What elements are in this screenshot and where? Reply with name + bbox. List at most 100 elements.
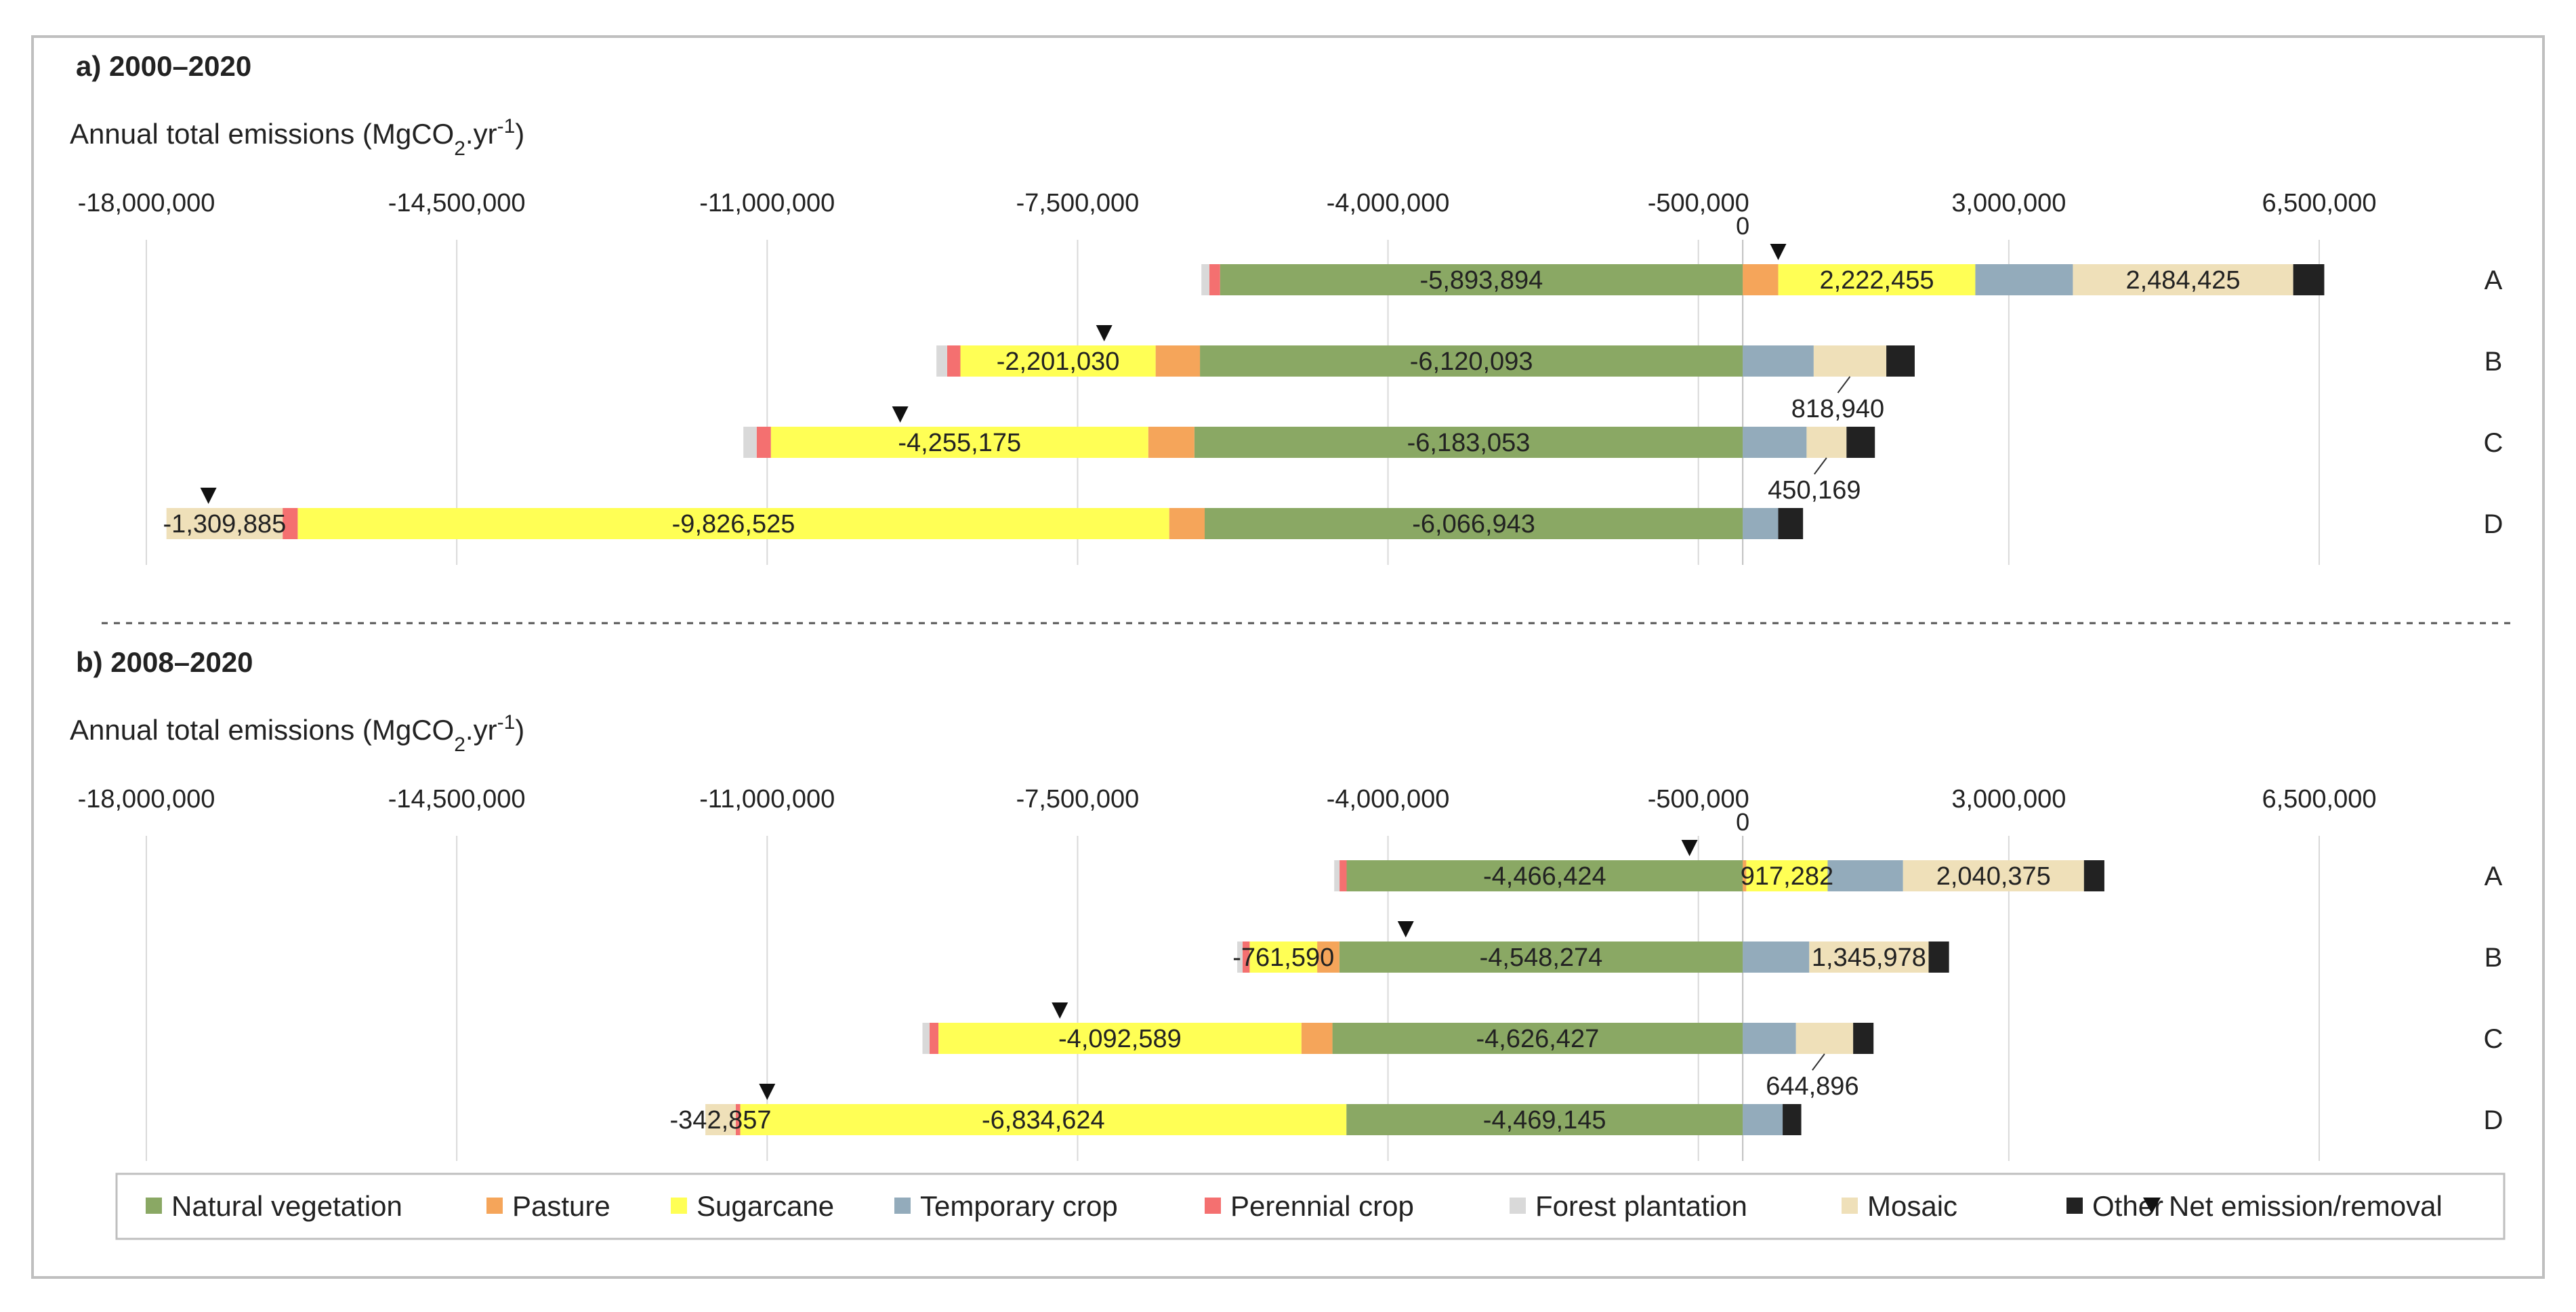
legend-swatch xyxy=(1842,1198,1858,1214)
axis-title-main: Annual total emissions (MgCO xyxy=(70,118,454,150)
net-marker xyxy=(1681,840,1698,856)
bar-row-a: -4,466,424 917,282 2,040,375 A xyxy=(1334,840,2503,891)
tick-label: -18,000,000 xyxy=(78,189,215,217)
panel-title: a) 2000–2020 xyxy=(76,50,251,82)
tick-label: 3,000,000 xyxy=(1951,189,2066,217)
bar-segment-pasture xyxy=(1148,427,1194,458)
legend-label: Perennial crop xyxy=(1230,1190,1414,1222)
bar-segment-mosaic xyxy=(2073,264,2293,295)
tick-label: -4,000,000 xyxy=(1327,785,1450,813)
bar-segment-natural-vegetation xyxy=(1339,941,1743,973)
data-label: 917,282 xyxy=(1741,862,1833,891)
panel-a: a) 2000–2020 Annual total emissions (MgCO… xyxy=(70,50,2503,565)
axis-title-sup: -1 xyxy=(497,115,516,137)
bar-segment-other xyxy=(2083,860,2104,891)
legend-item-sugarcane: Sugarcane xyxy=(671,1190,834,1222)
legend-item-perennial-crop: Perennial crop xyxy=(1205,1190,1414,1222)
bar-segment-sugarcane xyxy=(938,1023,1302,1054)
bar-segment-other xyxy=(1778,508,1804,539)
bar-segment-other xyxy=(1846,427,1875,458)
bar-segment-perennial-crop xyxy=(1209,264,1220,295)
axis-title-sub: 2 xyxy=(454,734,465,756)
net-marker xyxy=(1770,244,1787,260)
bar-segment-mosaic xyxy=(166,508,283,539)
category-label: A xyxy=(2485,266,2503,295)
tick-label: -7,500,000 xyxy=(1016,785,1140,813)
axis-title-sup: -1 xyxy=(497,711,516,734)
bar-segment-temporary-crop xyxy=(1743,1104,1783,1135)
data-label: -6,066,943 xyxy=(1412,510,1535,538)
bar-segment-natural-vegetation xyxy=(1332,1023,1743,1054)
category-label: C xyxy=(2484,1024,2504,1054)
panel-title: b) 2008–2020 xyxy=(76,646,253,678)
bar-segment-forest-plantation xyxy=(1334,860,1340,891)
bar-segment-perennial-crop xyxy=(735,1104,741,1135)
tick-label: -14,500,000 xyxy=(388,189,526,217)
bar-row-b: -4,548,274 -761,590 1,345,978 B xyxy=(1232,921,2502,973)
bar-row-c: -4,626,427 -4,092,589 644,896 C xyxy=(922,1002,2503,1101)
callout-line xyxy=(1837,376,1851,394)
tick-label: -14,500,000 xyxy=(388,785,526,813)
bar-row-c: -6,183,053 -4,255,175 450,169 C xyxy=(743,406,2503,505)
bar-segment-forest-plantation xyxy=(936,345,947,377)
data-label: 450,169 xyxy=(1768,476,1861,505)
legend-label: Net emission/removal xyxy=(2169,1190,2443,1222)
chart-frame xyxy=(31,35,2545,1279)
legend-swatch xyxy=(486,1198,503,1214)
bar-segment-mosaic xyxy=(1813,345,1887,377)
bar-segment-sugarcane xyxy=(297,508,1169,539)
bar-segment-perennial-crop xyxy=(1242,941,1250,973)
panel-b: b) 2008–2020 Annual total emissions (MgCO… xyxy=(70,646,2503,1161)
bar-segment-pasture xyxy=(1169,508,1205,539)
data-label: -4,092,589 xyxy=(1058,1025,1182,1053)
legend-item-temporary-crop: Temporary crop xyxy=(894,1190,1118,1222)
bar-segment-perennial-crop xyxy=(929,1023,939,1054)
tick-label: -500,000 xyxy=(1648,189,1749,217)
legend-item-net-emission-removal: Net emission/removal xyxy=(2143,1190,2443,1222)
data-label: -2,201,030 xyxy=(997,347,1120,376)
net-marker xyxy=(1096,325,1113,341)
legend-item-natural-vegetation: Natural vegetation xyxy=(146,1190,402,1222)
bar-segment-sugarcane xyxy=(1778,264,1976,295)
bar-segment-pasture xyxy=(1301,1023,1333,1054)
bar-segment-other xyxy=(2293,264,2325,295)
bar-segment-sugarcane xyxy=(740,1104,1347,1135)
bar-segment-sugarcane xyxy=(1746,860,1828,891)
axis-title-mid: .yr xyxy=(465,118,497,150)
data-label: 818,940 xyxy=(1791,395,1884,423)
data-label: -6,183,053 xyxy=(1407,429,1531,457)
bar-segment-other xyxy=(1853,1023,1874,1054)
category-label: B xyxy=(2485,943,2503,973)
data-label: -5,893,894 xyxy=(1420,266,1543,295)
net-marker xyxy=(1397,921,1414,937)
bar-segment-perennial-crop xyxy=(283,508,298,539)
bar-segment-perennial-crop xyxy=(1339,860,1347,891)
zero-label: 0 xyxy=(1736,808,1749,836)
bar-segment-mosaic xyxy=(1809,941,1929,973)
bar-segment-perennial-crop xyxy=(947,345,961,377)
bar-segment-temporary-crop xyxy=(1743,1023,1796,1054)
net-marker xyxy=(1052,1002,1068,1019)
bar-row-b: -6,120,093 -2,201,030 818,940 B xyxy=(936,325,2502,423)
category-label: A xyxy=(2485,862,2503,891)
bar-segment-natural-vegetation xyxy=(1220,264,1743,295)
category-label: D xyxy=(2484,1105,2504,1135)
callout-line xyxy=(1814,457,1827,475)
bar-segment-natural-vegetation xyxy=(1200,345,1743,377)
data-label: 2,484,425 xyxy=(2125,266,2240,295)
bar-row-a: -5,893,894 2,222,455 2,484,425 A xyxy=(1201,244,2503,295)
axis-title: Annual total emissions (MgCO2.yr-1) xyxy=(70,711,524,756)
bar-row-d: -6,066,943 -9,826,525 -1,309,885 D xyxy=(163,488,2503,539)
legend-label: Sugarcane xyxy=(697,1190,834,1222)
bar-segment-perennial-crop xyxy=(756,427,771,458)
legend-item-pasture: Pasture xyxy=(486,1190,610,1222)
bar-segment-forest-plantation xyxy=(922,1023,930,1054)
legend-swatch xyxy=(1205,1198,1221,1214)
legend-item-forest-plantation: Forest plantation xyxy=(1510,1190,1747,1222)
net-marker xyxy=(892,406,909,423)
tick-label: 6,500,000 xyxy=(2262,785,2376,813)
tick-label: -11,000,000 xyxy=(699,189,835,217)
bar-segment-forest-plantation xyxy=(1237,941,1243,973)
axis-title-end: ) xyxy=(515,714,524,746)
